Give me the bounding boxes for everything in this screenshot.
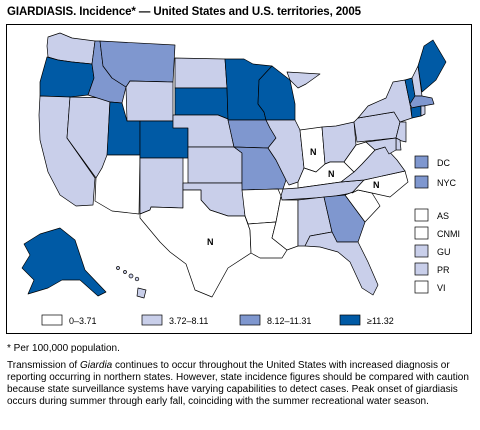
state-NJ xyxy=(395,121,407,143)
description-after: continues to occur throughout the United… xyxy=(7,360,469,407)
state-NM xyxy=(139,157,184,215)
territory-label-nyc: NYC xyxy=(437,178,457,188)
state-LA xyxy=(244,215,288,259)
description-text: Transmission of Giardia continues to occ… xyxy=(7,360,473,408)
territory-swatch-vi xyxy=(414,280,429,294)
territory-swatch-dc xyxy=(414,155,429,169)
no-data-label-NC: N xyxy=(373,180,380,190)
state-WY xyxy=(125,80,174,122)
legend-label-c0: 0–3.71 xyxy=(69,316,97,326)
state-KS xyxy=(187,146,243,184)
no-data-label-TX: N xyxy=(207,237,214,247)
territory-label-pr: PR xyxy=(437,265,450,275)
territory-label-vi: VI xyxy=(437,283,446,293)
territory-swatch-cnmi xyxy=(414,226,429,240)
state-ME xyxy=(417,39,447,93)
territory-label-gu: GU xyxy=(437,247,451,257)
territory-swatch-gu xyxy=(414,244,429,258)
territory-label-as: AS xyxy=(437,211,449,221)
state-MI xyxy=(286,71,321,89)
map-title: GIARDIASIS. Incidence* — United States a… xyxy=(7,6,361,18)
state-RI xyxy=(420,105,426,117)
no-data-label-IN: N xyxy=(310,147,317,157)
state-TX xyxy=(139,189,252,298)
description-italic: Giardia xyxy=(79,360,113,371)
state-MD xyxy=(365,137,397,155)
state-FL xyxy=(304,231,379,296)
territory-label-cnmi: CNMI xyxy=(437,229,460,239)
no-data-label-KY: N xyxy=(328,169,335,179)
legend-swatch-c2 xyxy=(239,314,261,326)
footnote: * Per 100,000 population. xyxy=(7,343,120,354)
legend-swatch-c1 xyxy=(141,314,163,326)
state-HI xyxy=(116,266,147,299)
description-before: Transmission of xyxy=(7,360,80,371)
legend-label-c2: 8.12–11.31 xyxy=(267,316,311,326)
territory-label-dc: DC xyxy=(437,158,450,168)
state-AK xyxy=(21,227,107,297)
territory-swatch-as xyxy=(414,208,429,222)
legend-swatch-c0 xyxy=(41,314,63,326)
territory-swatch-pr xyxy=(414,262,429,276)
us-choropleth-map: N N N N DC NYC AS CNMI GU PR VI 0–3.71 3.72–8.1… xyxy=(21,32,460,326)
state-CT xyxy=(410,105,422,119)
state-ND xyxy=(174,57,228,89)
legend-swatch-c3 xyxy=(339,314,361,326)
map-frame xyxy=(6,24,472,334)
state-AR xyxy=(241,188,282,225)
legend-label-c1: 3.72–8.11 xyxy=(169,316,208,326)
territory-swatch-nyc xyxy=(414,175,429,189)
legend-label-c3: ≥11.32 xyxy=(367,316,394,326)
state-DE xyxy=(395,137,402,151)
state-IL xyxy=(265,119,305,186)
state-SD xyxy=(174,87,229,120)
